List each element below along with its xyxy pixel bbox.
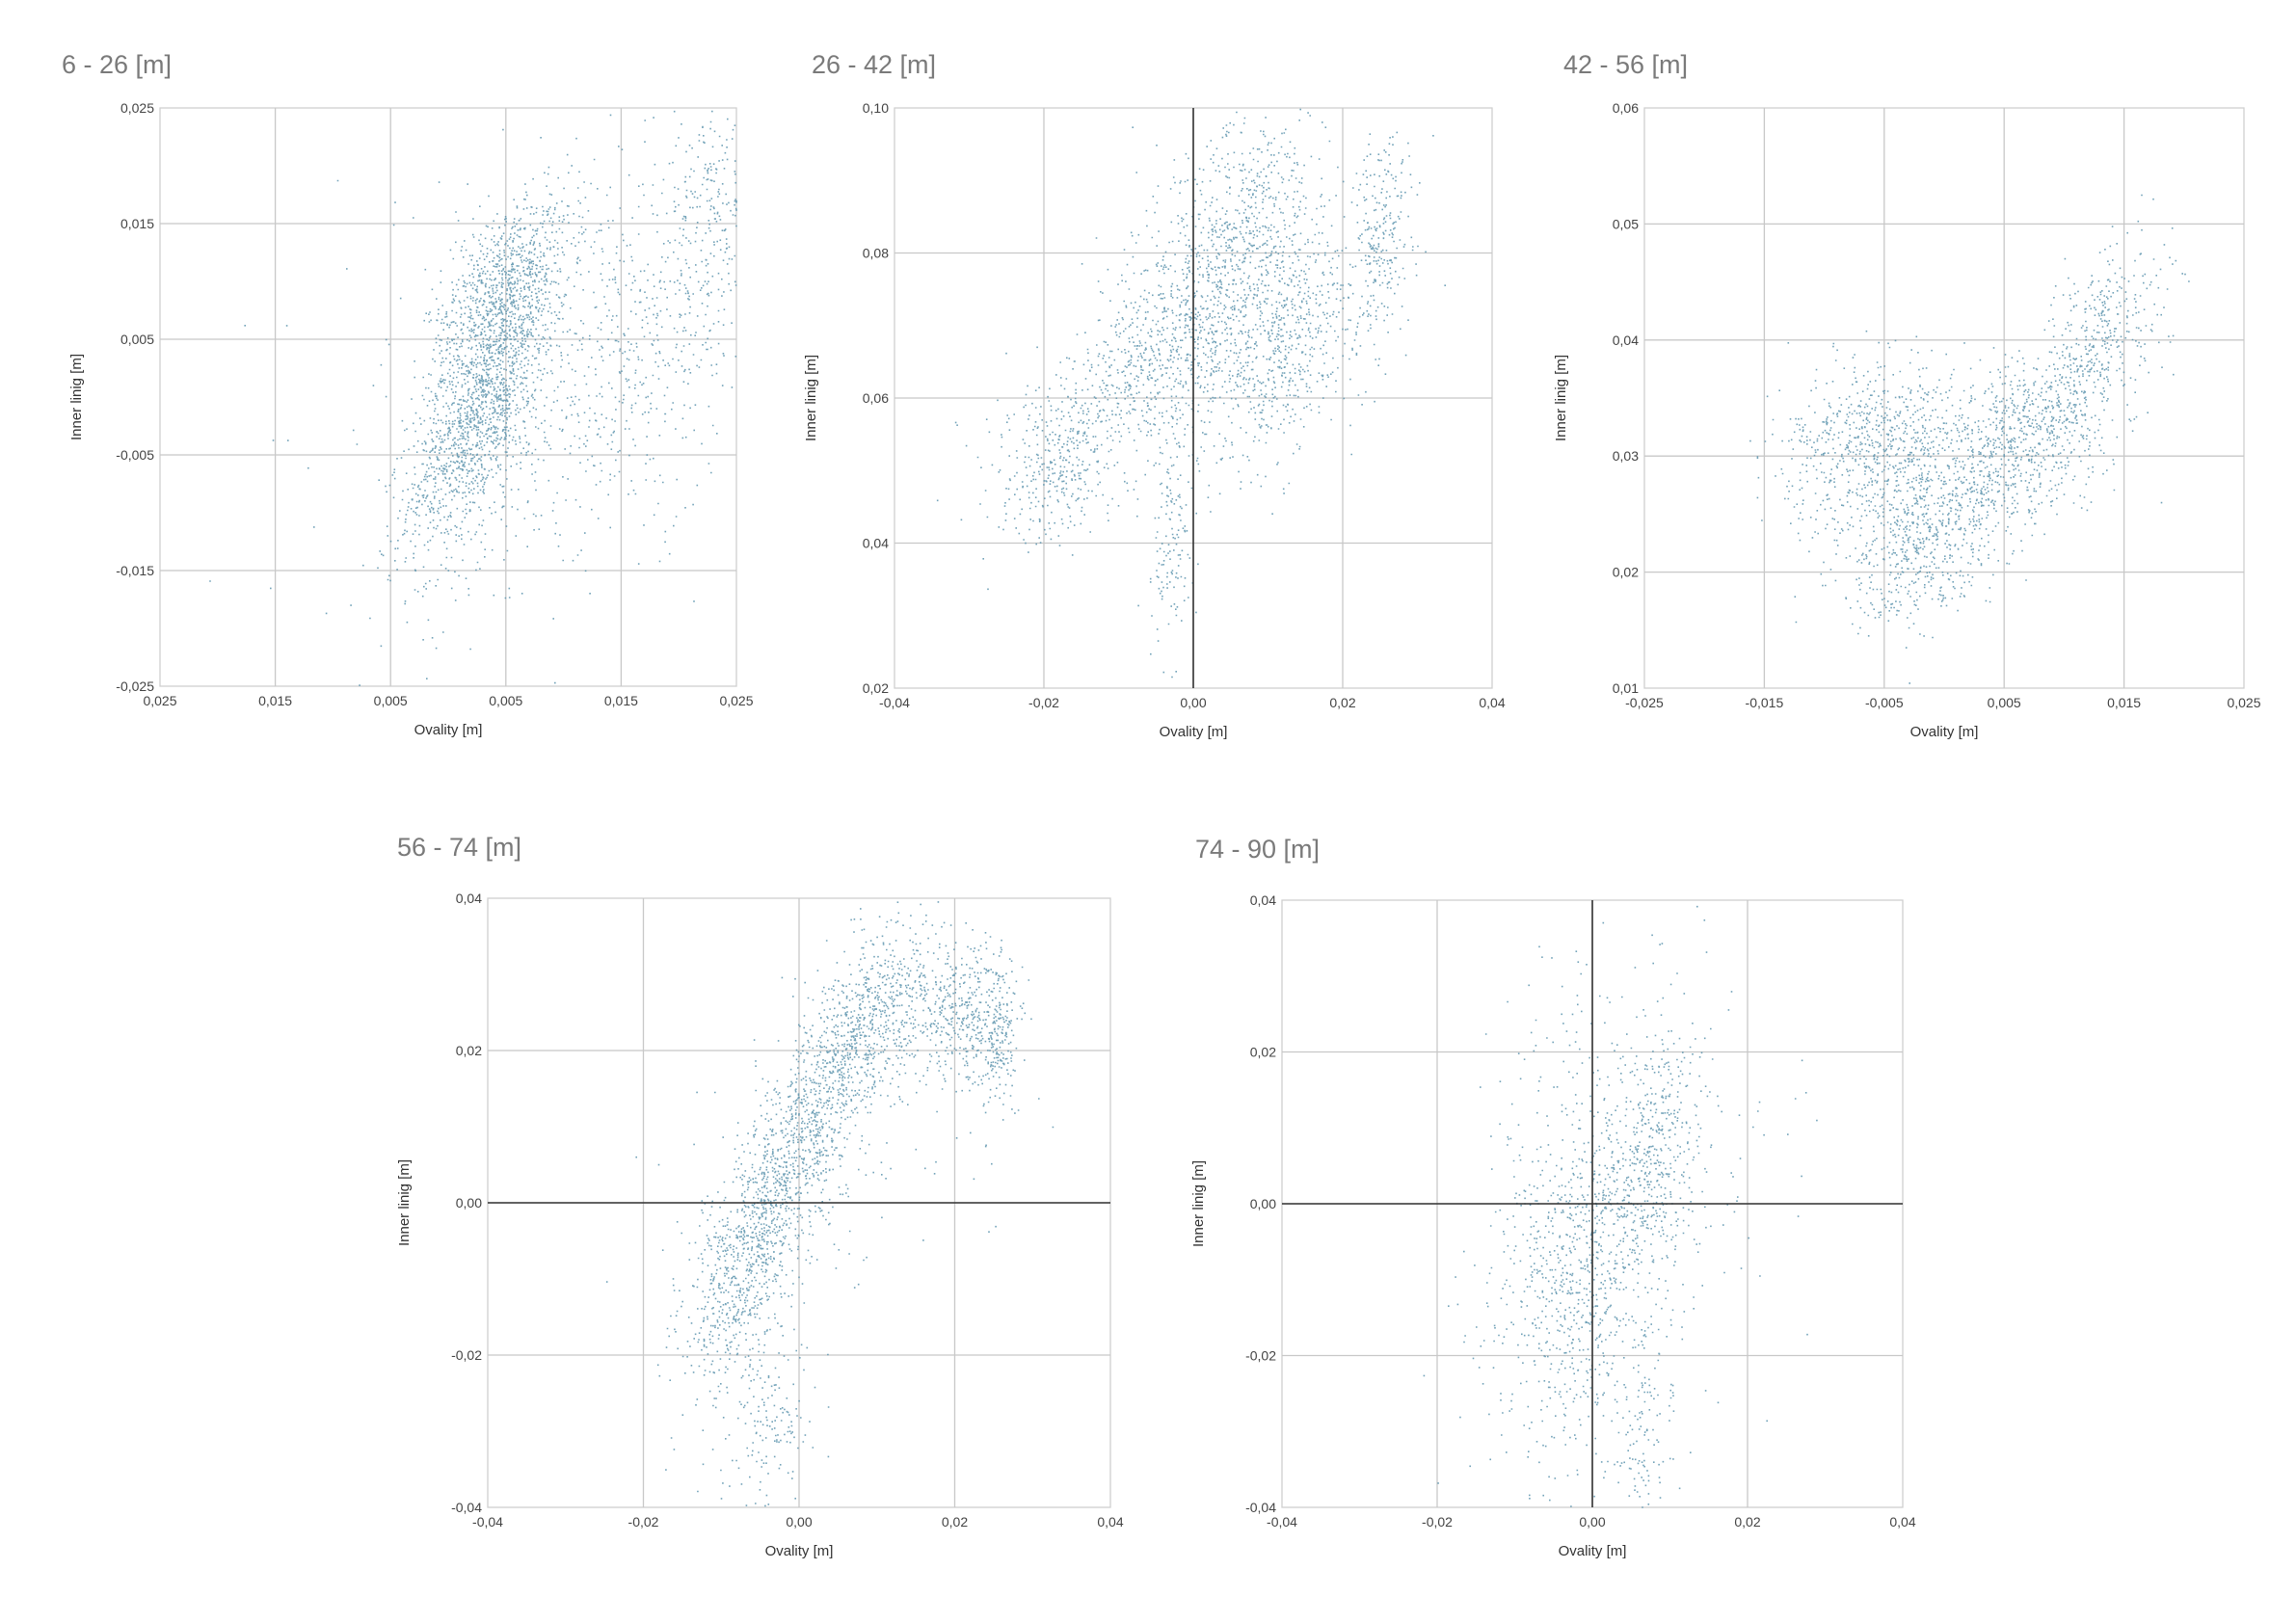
y-tick-label: 0,03 [1613, 448, 1639, 464]
y-tick-label: -0,025 [116, 678, 154, 694]
x-axis-label: Ovality [m] [1910, 724, 1979, 740]
scatter-point [936, 108, 1446, 678]
y-tick-label: 0,04 [1250, 892, 1276, 908]
y-tick-label: -0,02 [451, 1347, 482, 1363]
x-tick-label: -0,025 [1625, 695, 1664, 710]
x-tick-label: -0,005 [1865, 695, 1904, 710]
x-tick-label: 0,005 [489, 693, 522, 708]
scatter-points [1423, 905, 1818, 1508]
chart-title: 74 - 90 [m] [1195, 835, 1320, 864]
y-axis-label: Inner linig [m] [396, 1159, 413, 1246]
scatter-points [605, 901, 1055, 1507]
x-tick-label: 0,00 [1579, 1514, 1605, 1530]
x-tick-label: 0,02 [1734, 1514, 1760, 1530]
scatter-point [209, 110, 737, 686]
y-tick-label: 0,04 [1613, 333, 1639, 348]
scatter-point [1423, 905, 1818, 1508]
x-axis-label: Ovality [m] [1559, 1543, 1627, 1559]
y-tick-label: 0,05 [1613, 216, 1639, 231]
x-tick-label: -0,02 [1422, 1514, 1453, 1530]
chart-panel-5: 74 - 90 [m] -0,04 -0,02 0,00 0,02 0,04 -0,04 -0… [1190, 835, 1916, 1559]
x-tick-label: 0,005 [1988, 695, 2021, 710]
chart-title: 6 - 26 [m] [62, 50, 172, 79]
y-tick-label: 0,06 [863, 390, 889, 406]
x-tick-label: -0,04 [879, 695, 910, 710]
y-tick-label: 0,08 [863, 246, 889, 261]
y-tick-label: 0,02 [863, 680, 889, 696]
chart-title: 26 - 42 [m] [812, 50, 936, 79]
y-tick-label: -0,04 [451, 1500, 482, 1515]
y-tick-label: 0,02 [1250, 1045, 1276, 1060]
x-tick-label: -0,02 [1028, 695, 1059, 710]
y-tick-label: 0,015 [120, 216, 154, 231]
x-tick-label: -0,02 [628, 1514, 659, 1530]
y-tick-label: 0,02 [456, 1043, 482, 1058]
x-tick-label: 0,02 [942, 1514, 968, 1530]
x-tick-label: 0,04 [1889, 1514, 1915, 1530]
y-tick-label: 0,00 [456, 1195, 482, 1211]
y-tick-label: 0,01 [1613, 680, 1639, 696]
x-axis-label: Ovality [m] [414, 722, 483, 738]
x-tick-label: 0,025 [143, 693, 176, 708]
x-tick-label: 0,025 [719, 693, 753, 708]
y-tick-label: 0,10 [863, 100, 889, 116]
x-tick-label: 0,02 [1329, 695, 1355, 710]
scatter-point [605, 901, 1055, 1507]
x-tick-label: 0,04 [1097, 1514, 1123, 1530]
x-tick-label: -0,015 [1746, 695, 1784, 710]
chart-title: 56 - 74 [m] [397, 833, 521, 862]
x-tick-label: 0,005 [374, 693, 408, 708]
x-axis-label: Ovality [m] [765, 1543, 834, 1559]
chart-panel-2: 26 - 42 [m] -0,04 -0,02 0,00 0,02 0,04 0,02 0,0… [803, 50, 1506, 740]
chart-panel-3: 42 - 56 [m] -0,025 -0,015 -0,005 0,005 0,015 0… [1553, 50, 2261, 740]
y-tick-label: -0,02 [1245, 1348, 1276, 1364]
chart-panel-1: 6 - 26 [m] 0,025 0,015 0,005 0,005 0,015 0,025… [62, 50, 754, 738]
chart-title: 42 - 56 [m] [1563, 50, 1688, 79]
x-tick-label: 0,00 [1180, 695, 1206, 710]
x-tick-label: 0,025 [2227, 695, 2260, 710]
y-tick-label: 0,005 [120, 332, 154, 347]
y-axis-label: Inner linig [m] [1553, 355, 1569, 441]
y-tick-label: 0,06 [1613, 100, 1639, 116]
y-tick-label: 0,025 [120, 100, 154, 116]
x-tick-label: 0,00 [786, 1514, 812, 1530]
y-tick-label: 0,04 [456, 891, 482, 906]
x-tick-label: 0,015 [604, 693, 638, 708]
x-tick-label: -0,04 [1267, 1514, 1297, 1530]
y-axis-label: Inner linig [m] [1190, 1160, 1207, 1247]
plot-area [1643, 107, 2245, 689]
scatter-points [209, 110, 737, 686]
y-tick-label: 0,00 [1250, 1196, 1276, 1211]
plot-area [159, 107, 737, 687]
x-tick-label: 0,04 [1479, 695, 1505, 710]
y-tick-label: 0,02 [1613, 565, 1639, 580]
x-axis-label: Ovality [m] [1160, 724, 1228, 740]
y-axis-label: Inner linig [m] [68, 354, 85, 440]
chart-panel-4: 56 - 74 [m] -0,04 -0,02 0,00 0,02 0,04 -0,04 -0… [396, 833, 1124, 1559]
y-tick-label: -0,04 [1245, 1500, 1276, 1515]
x-tick-label: 0,015 [258, 693, 292, 708]
x-tick-label: 0,015 [2107, 695, 2141, 710]
x-tick-label: -0,04 [472, 1514, 503, 1530]
y-tick-label: 0,04 [863, 536, 889, 551]
y-axis-label: Inner linig [m] [803, 355, 819, 441]
y-tick-label: -0,005 [116, 447, 154, 463]
y-tick-label: -0,015 [116, 563, 154, 578]
scatter-points [936, 108, 1446, 678]
